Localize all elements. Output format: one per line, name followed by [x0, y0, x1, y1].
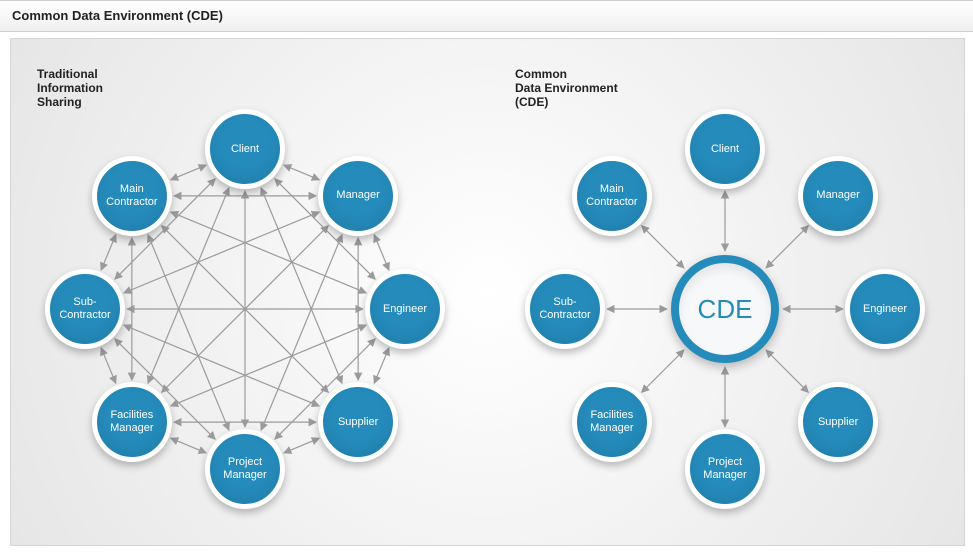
- right-node-2: Engineer: [845, 269, 925, 349]
- cde-hub-label: CDE: [698, 294, 753, 325]
- right-node-6: Sub- Contractor: [525, 269, 605, 349]
- right-node-0: Client: [685, 109, 765, 189]
- right-node-3: Supplier: [798, 382, 878, 462]
- right-node-7: Main Contractor: [572, 156, 652, 236]
- cde-hub: CDE: [671, 255, 779, 363]
- page-title: Common Data Environment (CDE): [0, 0, 973, 32]
- left-node-1: Manager: [318, 156, 398, 236]
- left-node-3: Supplier: [318, 382, 398, 462]
- diagram-canvas: Traditional Information Sharing Common D…: [10, 38, 965, 546]
- left-node-5: Facilities Manager: [92, 382, 172, 462]
- left-node-6: Sub- Contractor: [45, 269, 125, 349]
- left-node-4: Project Manager: [205, 429, 285, 509]
- right-node-5: Facilities Manager: [572, 382, 652, 462]
- right-node-4: Project Manager: [685, 429, 765, 509]
- left-node-0: Client: [205, 109, 285, 189]
- right-node-1: Manager: [798, 156, 878, 236]
- left-node-2: Engineer: [365, 269, 445, 349]
- left-node-7: Main Contractor: [92, 156, 172, 236]
- connections-layer: [11, 39, 964, 545]
